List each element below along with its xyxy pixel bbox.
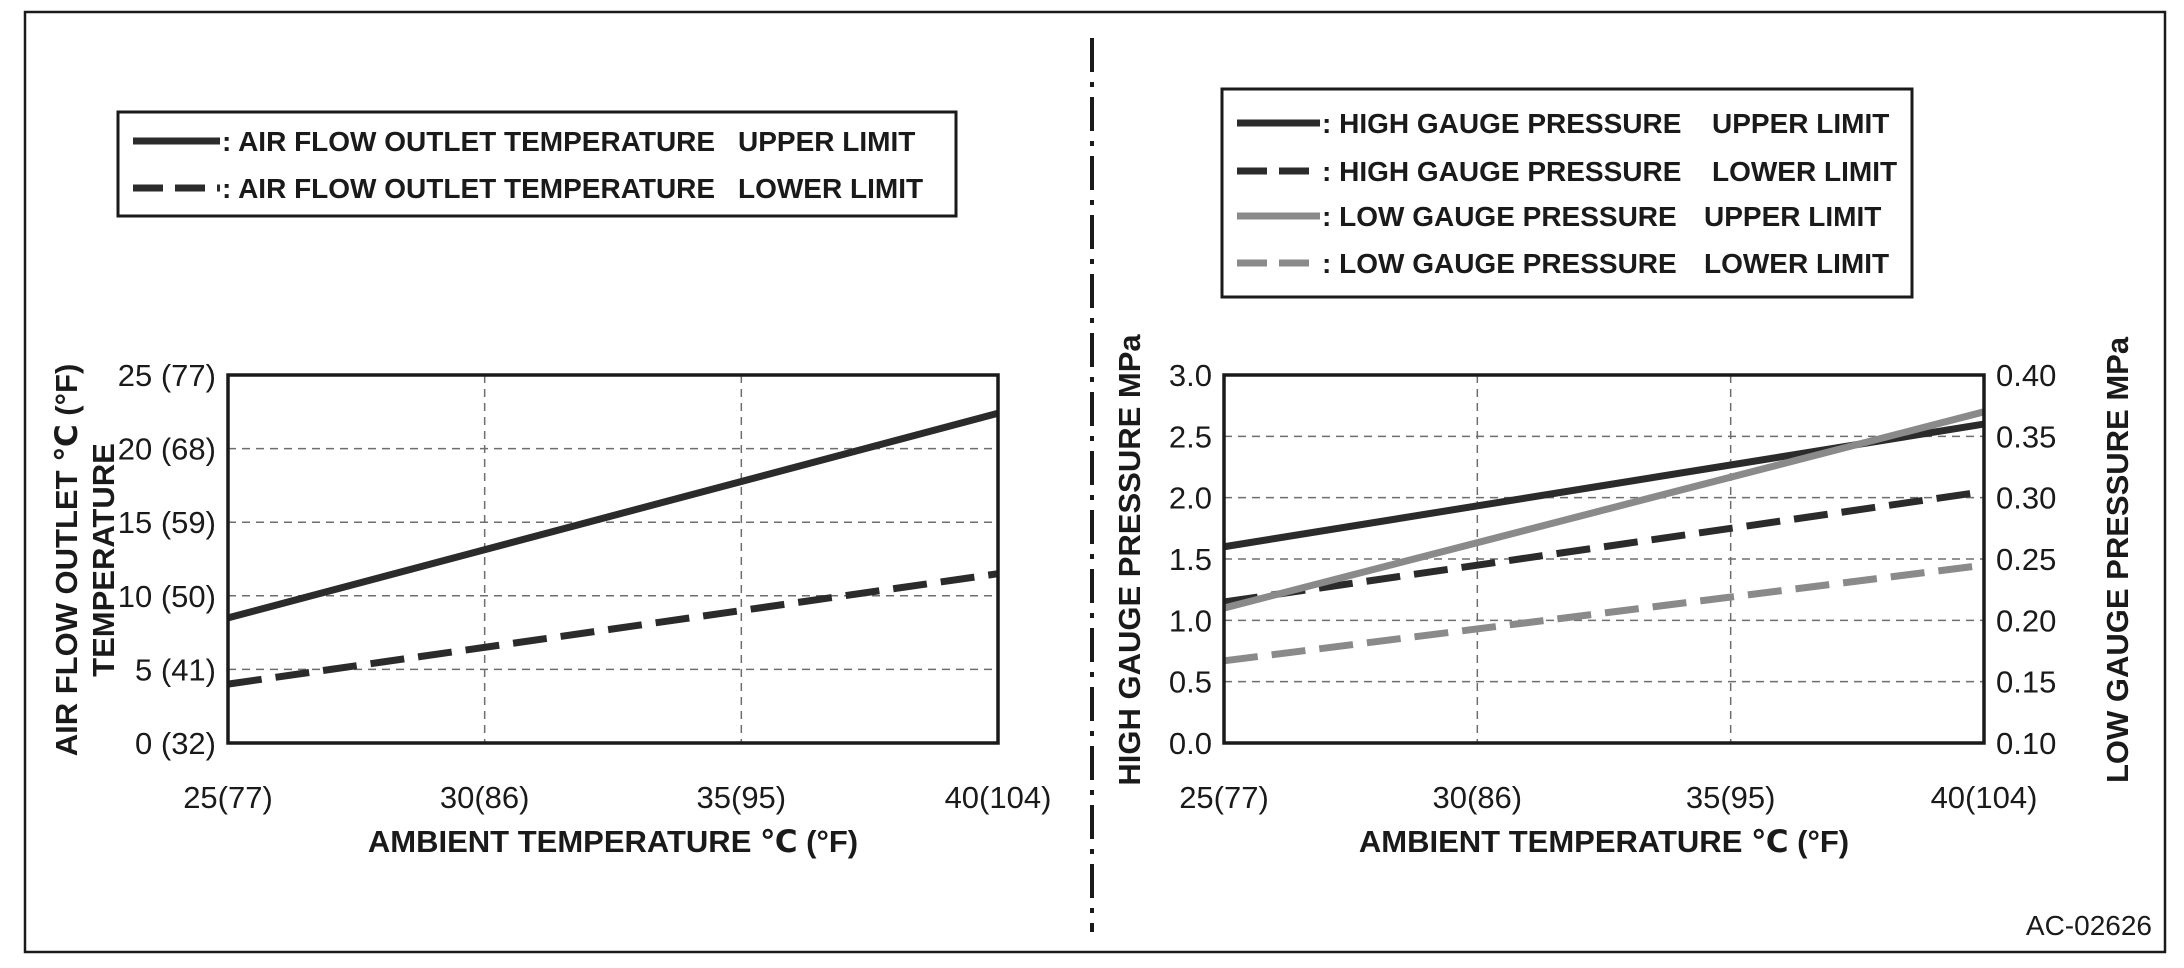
left-x-axis-title: AMBIENT TEMPERATURE ℃ (°F) (368, 824, 858, 859)
right-left-y-tick-label: 1.0 (1169, 603, 1212, 638)
left-x-tick-label: 25(77) (183, 780, 273, 815)
right-gridlines (1224, 375, 1984, 743)
right-legend-label-high-upper: : HIGH GAUGE PRESSURE (1322, 108, 1681, 139)
figure-frame (23, 10, 2167, 954)
left-legend: : AIR FLOW OUTLET TEMPERATURE UPPER LIMI… (116, 110, 958, 218)
right-legend-label-high-lower: : HIGH GAUGE PRESSURE (1322, 156, 1681, 187)
right-left-y-tick-label: 2.5 (1169, 419, 1212, 454)
right-left-y-tick-label: 1.5 (1169, 542, 1212, 577)
right-left-y-tick-label: 0.0 (1169, 726, 1212, 761)
left-series-lines (227, 409, 999, 688)
right-series-line-3 (1223, 561, 1985, 665)
left-y-axis-title-line2: TEMPERATURE (86, 443, 121, 677)
right-right-y-tick-labels: 0.10 0.15 0.20 0.25 0.30 0.35 0.40 (1996, 358, 2056, 761)
right-series-line-2 (1223, 408, 1985, 612)
right-left-y-tick-label: 3.0 (1169, 358, 1212, 393)
right-right-y-tick-label: 0.35 (1996, 419, 2056, 454)
right-legend-box (1220, 87, 1914, 299)
left-y-tick-label: 10 (50) (118, 579, 216, 614)
right-series-line-1 (1223, 488, 1985, 606)
left-x-tick-label: 40(104) (945, 780, 1052, 815)
left-y-tick-label: 25 (77) (118, 358, 216, 393)
left-legend-label-upper: : AIR FLOW OUTLET TEMPERATURE (222, 126, 715, 157)
right-right-y-tick-label: 0.30 (1996, 481, 2056, 516)
left-x-tick-labels: 25(77) 30(86) 35(95) 40(104) (183, 780, 1051, 815)
right-right-y-tick-label: 0.40 (1996, 358, 2056, 393)
left-chart: : AIR FLOW OUTLET TEMPERATURE UPPER LIMI… (49, 110, 1051, 859)
right-legend: : HIGH GAUGE PRESSURE UPPER LIMIT : HIGH… (1220, 87, 1914, 299)
figure-id: AC-02626 (2026, 910, 2152, 941)
right-right-y-axis-title: LOW GAUGE PRESSURE MPa (2100, 336, 2135, 783)
right-right-y-tick-label: 0.25 (1996, 542, 2056, 577)
right-chart: : HIGH GAUGE PRESSURE UPPER LIMIT : HIGH… (1112, 87, 2135, 859)
right-legend-label-low-lower: : LOW GAUGE PRESSURE (1322, 248, 1677, 279)
left-plot-frame (226, 373, 1000, 745)
right-series-lines (1223, 408, 1985, 665)
right-legend-limit-low-lower: LOWER LIMIT (1704, 248, 1889, 279)
right-x-tick-labels: 25(77) 30(86) 35(95) 40(104) (1179, 780, 2037, 815)
right-x-tick-label: 30(86) (1433, 780, 1523, 815)
right-left-y-tick-label: 2.0 (1169, 481, 1212, 516)
left-legend-box (116, 110, 958, 218)
left-x-tick-label: 35(95) (697, 780, 787, 815)
right-x-axis-title: AMBIENT TEMPERATURE ℃ (°F) (1359, 824, 1849, 859)
left-y-tick-labels: 0 (32) 5 (41) 10 (50) 15 (59) 20 (68) 25 (77) (118, 358, 216, 761)
left-x-tick-label: 30(86) (440, 780, 530, 815)
right-x-tick-label: 35(95) (1686, 780, 1776, 815)
right-legend-limit-high-upper: UPPER LIMIT (1712, 108, 1889, 139)
left-series-line-0 (227, 409, 999, 622)
right-right-y-tick-label: 0.15 (1996, 665, 2056, 700)
right-left-y-tick-label: 0.5 (1169, 665, 1212, 700)
right-left-y-tick-labels: 0.0 0.5 1.0 1.5 2.0 2.5 3.0 (1169, 358, 1212, 761)
right-legend-limit-high-lower: LOWER LIMIT (1712, 156, 1897, 187)
left-gridlines (228, 375, 998, 743)
right-plot-frame (1222, 373, 1986, 745)
left-legend-label-lower: : AIR FLOW OUTLET TEMPERATURE (222, 173, 715, 204)
right-right-y-tick-label: 0.20 (1996, 603, 2056, 638)
left-y-tick-label: 5 (41) (135, 652, 216, 687)
right-x-tick-label: 25(77) (1179, 780, 1269, 815)
left-y-axis-title-line1: AIR FLOW OUTLET ℃ (°F) (49, 364, 84, 757)
left-series-line-1 (227, 570, 999, 688)
left-y-tick-label: 20 (68) (118, 432, 216, 467)
right-right-y-tick-label: 0.10 (1996, 726, 2056, 761)
right-legend-label-low-upper: : LOW GAUGE PRESSURE (1322, 201, 1677, 232)
left-legend-limit-lower: LOWER LIMIT (738, 173, 923, 204)
right-left-y-axis-title: HIGH GAUGE PRESSURE MPa (1112, 334, 1147, 786)
right-x-tick-label: 40(104) (1931, 780, 2038, 815)
left-legend-limit-upper: UPPER LIMIT (738, 126, 915, 157)
left-y-tick-label: 0 (32) (135, 726, 216, 761)
left-y-tick-label: 15 (59) (118, 505, 216, 540)
right-legend-limit-low-upper: UPPER LIMIT (1704, 201, 1881, 232)
